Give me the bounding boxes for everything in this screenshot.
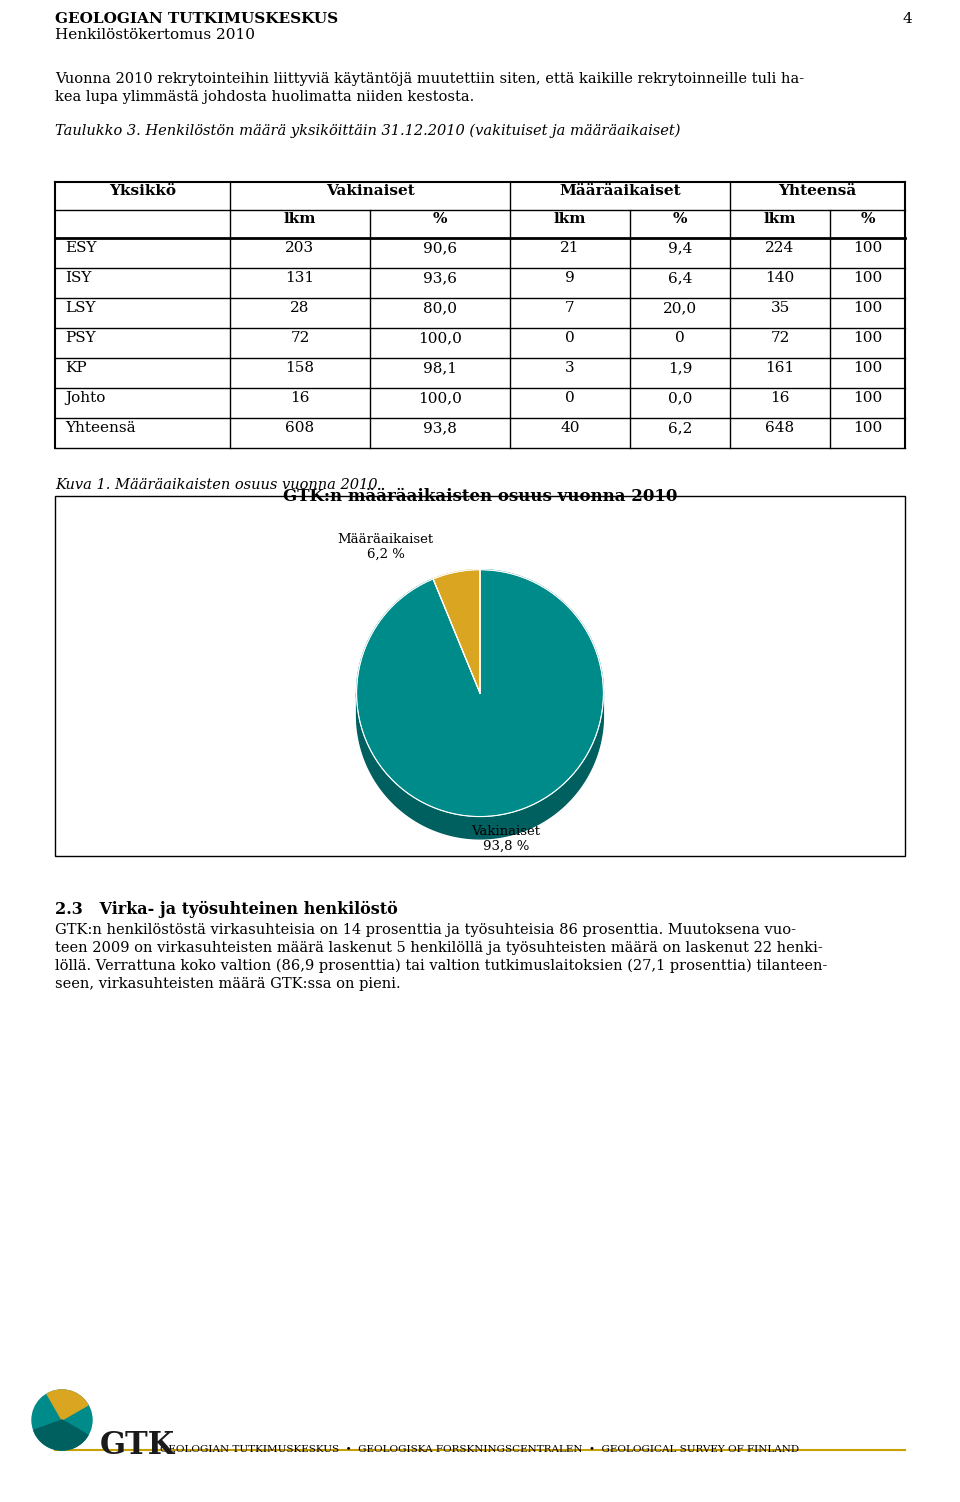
Text: 100,0: 100,0: [418, 330, 462, 345]
Text: 224: 224: [765, 240, 795, 255]
Text: 100,0: 100,0: [418, 391, 462, 406]
Polygon shape: [356, 694, 604, 838]
Text: 100: 100: [852, 421, 882, 436]
Text: 4: 4: [902, 12, 912, 26]
Text: teen 2009 on virkasuhteisten määrä laskenut 5 henkilöllä ja työsuhteisten määrä : teen 2009 on virkasuhteisten määrä laske…: [55, 940, 823, 955]
Text: GEOLOGIAN TUTKIMUSKESKUS  •  GEOLOGISKA FORSKNINGSCENTRALEN  •  GEOLOGICAL SURVE: GEOLOGIAN TUTKIMUSKESKUS • GEOLOGISKA FO…: [160, 1445, 800, 1454]
Text: 3: 3: [565, 360, 575, 376]
Text: 100: 100: [852, 360, 882, 376]
Text: 16: 16: [770, 391, 790, 406]
Text: LSY: LSY: [65, 300, 95, 315]
Text: 0: 0: [565, 330, 575, 345]
Text: Johto: Johto: [65, 391, 106, 406]
Text: PSY: PSY: [65, 330, 96, 345]
Text: KP: KP: [65, 360, 86, 376]
Text: 80,0: 80,0: [423, 300, 457, 315]
Text: 2.3   Virka- ja työsuhteinen henkilöstö: 2.3 Virka- ja työsuhteinen henkilöstö: [55, 901, 397, 918]
Circle shape: [32, 1389, 92, 1449]
Text: löllä. Verrattuna koko valtion (86,9 prosenttia) tai valtion tutkimuslaitoksien : löllä. Verrattuna koko valtion (86,9 pro…: [55, 958, 828, 973]
Text: 131: 131: [285, 270, 315, 285]
Text: GEOLOGIAN TUTKIMUSKESKUS: GEOLOGIAN TUTKIMUSKESKUS: [55, 12, 338, 26]
Text: %: %: [673, 212, 687, 225]
Text: 28: 28: [290, 300, 310, 315]
Text: 72: 72: [770, 330, 790, 345]
Polygon shape: [47, 1389, 88, 1419]
Text: 158: 158: [285, 360, 315, 376]
Polygon shape: [34, 1419, 88, 1449]
Text: 0: 0: [675, 330, 684, 345]
Text: Yhteensä: Yhteensä: [65, 421, 135, 436]
Text: GTK: GTK: [100, 1430, 176, 1461]
Text: lkm: lkm: [554, 212, 587, 225]
Text: 93,8: 93,8: [423, 421, 457, 436]
Text: 93,6: 93,6: [423, 270, 457, 285]
Text: 100: 100: [852, 240, 882, 255]
Text: 9: 9: [565, 270, 575, 285]
Text: 100: 100: [852, 300, 882, 315]
Text: Kuva 1. Määräaikaisten osuus vuonna 2010: Kuva 1. Määräaikaisten osuus vuonna 2010: [55, 478, 377, 493]
Text: Taulukko 3. Henkilöstön määrä yksiköittäin 31.12.2010 (vakituiset ja määräaikais: Taulukko 3. Henkilöstön määrä yksiköittä…: [55, 125, 681, 138]
Text: 21: 21: [561, 240, 580, 255]
Text: 9,4: 9,4: [668, 240, 692, 255]
Text: 20,0: 20,0: [663, 300, 697, 315]
Text: 35: 35: [770, 300, 790, 315]
Text: GTK:n henkilöstöstä virkasuhteisia on 14 prosenttia ja työsuhteisia 86 prosentti: GTK:n henkilöstöstä virkasuhteisia on 14…: [55, 924, 796, 937]
Text: 7: 7: [565, 300, 575, 315]
Text: 40: 40: [561, 421, 580, 436]
Text: 140: 140: [765, 270, 795, 285]
Text: 100: 100: [852, 270, 882, 285]
Text: %: %: [433, 212, 447, 225]
Text: %: %: [860, 212, 875, 225]
Text: 100: 100: [852, 391, 882, 406]
Text: 98,1: 98,1: [423, 360, 457, 376]
Text: Yhteensä: Yhteensä: [779, 185, 856, 198]
Text: 72: 72: [290, 330, 310, 345]
Text: GTK:n määräaikaisten osuus vuonna 2010: GTK:n määräaikaisten osuus vuonna 2010: [283, 488, 677, 505]
Text: 6,2: 6,2: [668, 421, 692, 436]
Polygon shape: [356, 569, 604, 817]
Text: kea lupa ylimmästä johdosta huolimatta niiden kestosta.: kea lupa ylimmästä johdosta huolimatta n…: [55, 90, 474, 104]
Text: Määräaikaiset: Määräaikaiset: [559, 185, 681, 198]
Text: 1,9: 1,9: [668, 360, 692, 376]
Text: 0,0: 0,0: [668, 391, 692, 406]
Text: Henkilöstökertomus 2010: Henkilöstökertomus 2010: [55, 29, 255, 42]
Text: lkm: lkm: [284, 212, 316, 225]
Text: Vakinaiset: Vakinaiset: [325, 185, 415, 198]
Text: 16: 16: [290, 391, 310, 406]
Text: 6,4: 6,4: [668, 270, 692, 285]
Text: 608: 608: [285, 421, 315, 436]
Bar: [55, 496, 905, 856]
Text: 0: 0: [565, 391, 575, 406]
Text: 161: 161: [765, 360, 795, 376]
Text: Yksikkö: Yksikkö: [109, 185, 176, 198]
Text: ISY: ISY: [65, 270, 91, 285]
Text: seen, virkasuhteisten määrä GTK:ssa on pieni.: seen, virkasuhteisten määrä GTK:ssa on p…: [55, 976, 400, 991]
Text: 648: 648: [765, 421, 795, 436]
Text: 90,6: 90,6: [423, 240, 457, 255]
Text: 100: 100: [852, 330, 882, 345]
Text: ESY: ESY: [65, 240, 97, 255]
Text: Vakinaiset
93,8 %: Vakinaiset 93,8 %: [471, 825, 540, 853]
Polygon shape: [433, 569, 480, 692]
Text: Vuonna 2010 rekrytointeihin liittyviä käytäntöjä muutettiin siten, että kaikille: Vuonna 2010 rekrytointeihin liittyviä kä…: [55, 72, 804, 86]
Text: lkm: lkm: [764, 212, 796, 225]
Text: Määräaikaiset
6,2 %: Määräaikaiset 6,2 %: [338, 533, 434, 562]
Text: 203: 203: [285, 240, 315, 255]
